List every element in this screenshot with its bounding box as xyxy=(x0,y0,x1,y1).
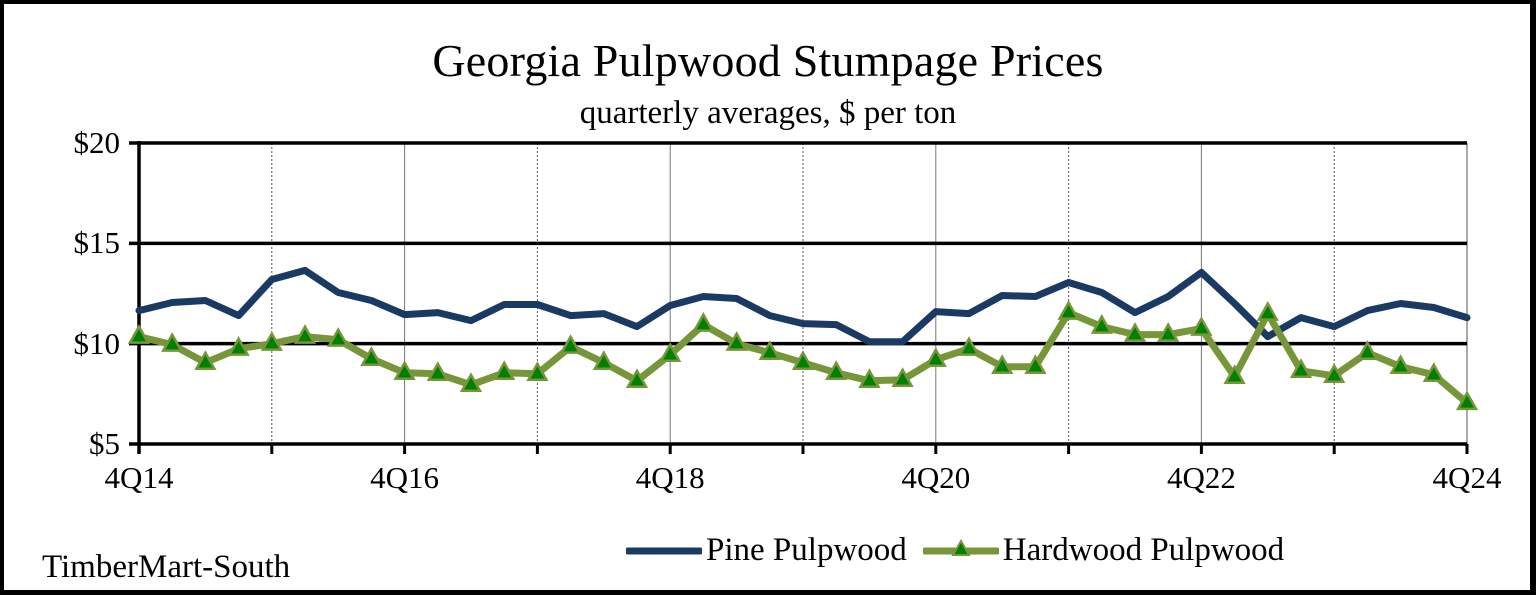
hardwood-triangle-marker-icon xyxy=(1024,354,1047,374)
hardwood-triangle-marker-icon xyxy=(127,324,151,344)
hardwood-triangle-marker-icon xyxy=(1190,316,1213,336)
hardwood-triangle-marker-icon xyxy=(924,347,947,367)
hardwood-triangle-marker-icon xyxy=(559,334,582,354)
hardwood-triangle-swatch-icon xyxy=(922,538,999,556)
hardwood-triangle-marker-icon xyxy=(360,346,383,366)
hardwood-triangle-marker-icon xyxy=(1455,390,1479,411)
hardwood-triangle-marker-icon xyxy=(227,336,250,356)
chart-title: Georgia Pulpwood Stumpage Prices xyxy=(432,35,1104,86)
hardwood-triangle-marker-icon xyxy=(260,331,283,351)
hardwood-triangle-marker-icon xyxy=(1356,340,1379,360)
hardwood-triangle-marker-icon xyxy=(493,360,516,381)
hardwood-triangle-marker-icon xyxy=(858,368,881,389)
legend-item-hardwood: Hardwood Pulpwood xyxy=(922,532,1285,569)
hardwood-triangle-marker-icon xyxy=(194,350,217,370)
y-tick-label: $10 xyxy=(73,325,121,361)
x-tick-label: 4Q16 xyxy=(370,460,440,495)
y-tick-label: $15 xyxy=(73,225,121,261)
x-tick-label: 4Q18 xyxy=(635,460,705,495)
hardwood-triangle-marker-icon xyxy=(1123,322,1147,342)
x-tick-label: 4Q24 xyxy=(1432,460,1502,495)
hardwood-triangle-marker-icon xyxy=(393,360,416,381)
hardwood-triangle-marker-icon xyxy=(592,350,615,370)
chart-subtitle: quarterly averages, $ per ton xyxy=(579,95,957,131)
hardwood-triangle-marker-icon xyxy=(526,361,549,382)
hardwood-triangle-marker-icon xyxy=(758,340,781,360)
hardwood-triangle-marker-icon xyxy=(1422,362,1445,383)
legend-label-pine: Pine Pulpwood xyxy=(706,532,907,568)
hardwood-triangle-marker-icon xyxy=(659,342,682,362)
hardwood-triangle-marker-icon xyxy=(692,312,715,332)
hardwood-triangle-marker-icon xyxy=(1389,354,1412,374)
hardwood-triangle-marker-icon xyxy=(161,332,184,352)
hardwood-triangle-marker-icon xyxy=(725,331,748,351)
x-tick-label: 4Q14 xyxy=(104,460,174,495)
legend-item-pine: Pine Pulpwood xyxy=(626,532,907,569)
hardwood-triangle-marker-icon xyxy=(957,336,981,356)
y-tick-label: $20 xyxy=(73,125,121,160)
hardwood-triangle-marker-icon xyxy=(293,324,317,344)
hardwood-triangle-marker-icon xyxy=(791,350,815,370)
hardwood-triangle-marker-icon xyxy=(1223,364,1246,385)
legend-label-hardwood: Hardwood Pulpwood xyxy=(1002,532,1285,568)
hardwood-triangle-marker-icon xyxy=(1157,322,1180,342)
y-tick-label: $5 xyxy=(89,426,120,461)
hardwood-triangle-marker-icon xyxy=(625,368,649,389)
x-tick-label: 4Q20 xyxy=(901,460,971,495)
hardwood-triangle-marker-icon xyxy=(327,327,350,347)
source-label: TimberMart-South xyxy=(42,549,291,585)
hardwood-triangle-marker-icon xyxy=(1057,300,1080,320)
hardwood-triangle-marker-icon xyxy=(825,360,848,381)
hardwood-triangle-marker-icon xyxy=(1090,314,1113,334)
legend: Pine Pulpwood Hardwood Pulpwood xyxy=(626,532,1284,569)
pine-pulpwood-line xyxy=(135,266,1471,346)
hardwood-triangle-marker-icon xyxy=(991,354,1014,374)
pine-line-swatch-icon xyxy=(626,547,702,554)
hardwood-triangle-marker-icon xyxy=(459,372,483,393)
hardwood-triangle-marker-icon xyxy=(1289,358,1313,379)
x-tick-label: 4Q22 xyxy=(1166,460,1236,495)
hardwood-triangle-marker-icon xyxy=(891,367,914,388)
hardwood-triangle-marker-icon xyxy=(1323,363,1346,384)
hardwood-triangle-marker-icon xyxy=(1256,301,1279,321)
hardwood-triangle-marker-icon xyxy=(426,361,449,382)
